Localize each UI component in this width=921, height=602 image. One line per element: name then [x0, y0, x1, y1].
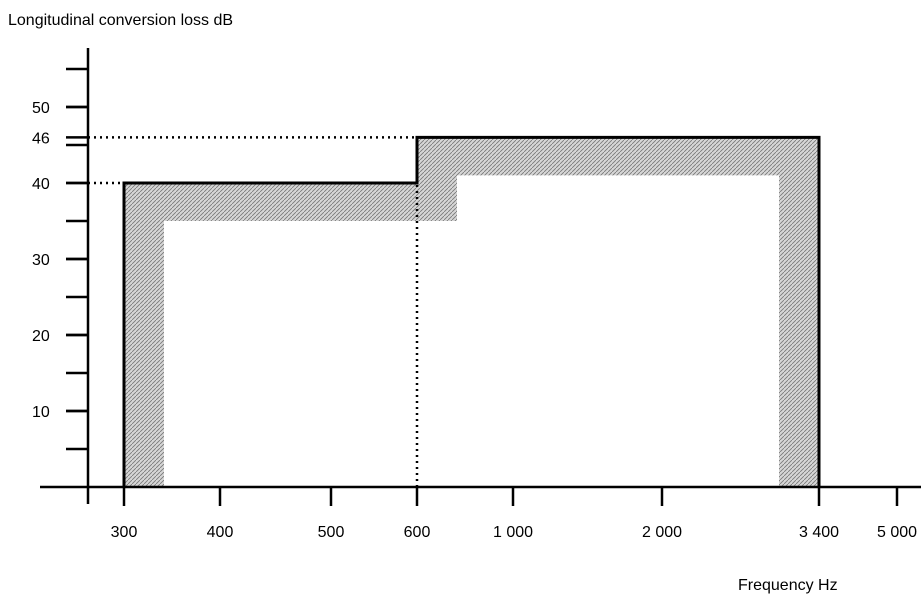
y-axis-label: Longitudinal conversion loss dB — [8, 12, 233, 29]
x-tick-label: 400 — [207, 524, 234, 541]
y-tick-label: 10 — [32, 404, 50, 421]
y-tick-label: 46 — [32, 130, 50, 147]
shaded-area — [124, 137, 819, 486]
x-tick-label: 2 000 — [642, 524, 682, 541]
y-tick-label: 20 — [32, 328, 50, 345]
x-axis-label: Frequency Hz — [738, 577, 838, 594]
y-tick-label: 50 — [32, 100, 50, 117]
x-tick-label: 600 — [404, 524, 431, 541]
x-tick-label: 300 — [111, 524, 138, 541]
x-tick-label: 5 000 — [877, 524, 917, 541]
x-ticks: 300 400 500 600 1 000 2 000 3 400 5 000 — [111, 487, 917, 541]
tolerance-band — [124, 137, 819, 486]
series — [122, 135, 821, 487]
x-tick-label: 3 400 — [799, 524, 839, 541]
y-ticks: 50 46 40 30 20 10 — [32, 67, 88, 451]
x-tick-label: 500 — [318, 524, 345, 541]
y-tick-label: 40 — [32, 176, 50, 193]
y-tick-label: 30 — [32, 252, 50, 269]
mask-line — [122, 135, 821, 487]
guide-lines — [88, 136, 419, 487]
axes — [40, 48, 921, 504]
x-tick-label: 1 000 — [493, 524, 533, 541]
